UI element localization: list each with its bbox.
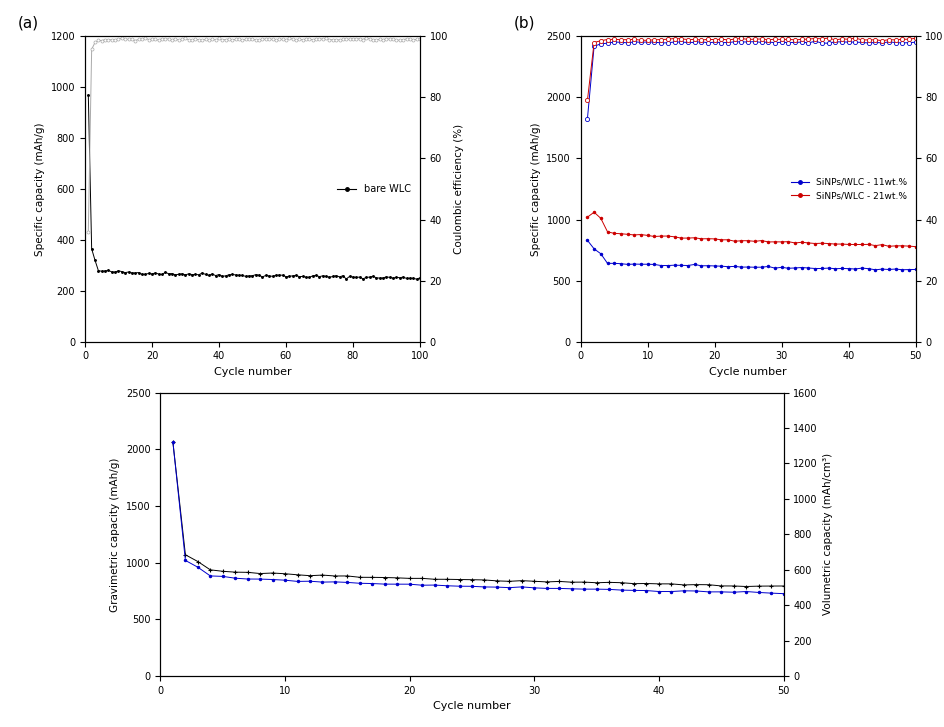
X-axis label: Cycle number: Cycle number bbox=[433, 702, 511, 712]
X-axis label: Cycle number: Cycle number bbox=[213, 367, 292, 377]
X-axis label: Cycle number: Cycle number bbox=[709, 367, 787, 377]
Y-axis label: Gravimetric capacity (mAh/g): Gravimetric capacity (mAh/g) bbox=[110, 457, 121, 611]
Y-axis label: Specific capacity (mAh/g): Specific capacity (mAh/g) bbox=[35, 122, 45, 256]
Legend: SiNPs/WLC - 11wt.%, SiNPs/WLC - 21wt.%: SiNPs/WLC - 11wt.%, SiNPs/WLC - 21wt.% bbox=[787, 174, 911, 204]
Text: (b): (b) bbox=[514, 15, 535, 31]
Legend: bare WLC: bare WLC bbox=[333, 180, 415, 198]
Y-axis label: Coulombic efficiency (%): Coulombic efficiency (%) bbox=[453, 124, 464, 254]
Y-axis label: Specific capacity (mAh/g): Specific capacity (mAh/g) bbox=[531, 122, 541, 256]
Y-axis label: Volumetric capacity (mAh/cm³): Volumetric capacity (mAh/cm³) bbox=[823, 453, 834, 616]
Text: (a): (a) bbox=[18, 15, 39, 31]
